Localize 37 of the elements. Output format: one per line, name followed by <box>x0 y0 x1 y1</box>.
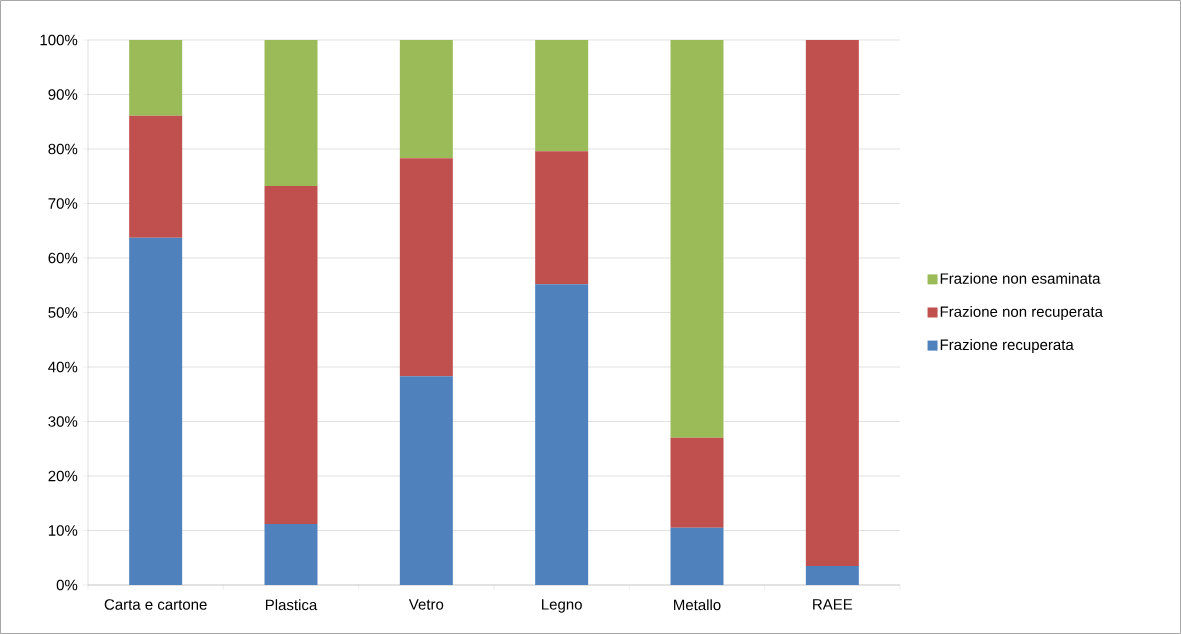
bar <box>129 39 183 116</box>
x-tick-label: Carta e cartone <box>104 599 207 610</box>
bar <box>805 565 859 585</box>
y-tick-label: 30% <box>48 416 78 427</box>
y-tick-label: 100% <box>40 34 78 46</box>
bar <box>264 523 318 585</box>
x-tick-label: Vetro <box>408 599 444 610</box>
legend-label: Frazione recuperata <box>940 339 1074 354</box>
y-tick-label: 20% <box>48 470 78 482</box>
x-tick-label: Plastica <box>265 599 318 611</box>
bar <box>399 158 453 377</box>
y-tick-label: 90% <box>48 89 78 100</box>
y-tick-label: 40% <box>48 361 78 373</box>
bar <box>399 39 453 159</box>
bar <box>129 115 183 238</box>
x-tick-label: RAEE <box>813 599 853 610</box>
bar <box>264 39 318 187</box>
x-tick-label: Legno <box>542 599 582 613</box>
y-tick-label: 50% <box>48 307 78 318</box>
bar <box>670 39 724 438</box>
bar <box>535 284 589 585</box>
legend-label: Frazione non esaminata <box>940 272 1101 284</box>
bar <box>535 39 589 152</box>
bar <box>129 237 183 585</box>
legend-label: Frazione non recuperata <box>940 305 1103 320</box>
y-tick-label: 10% <box>48 525 78 536</box>
y-tick-label: 0% <box>56 579 78 591</box>
bar <box>264 186 318 524</box>
bar <box>399 376 453 585</box>
y-tick-label: 70% <box>48 198 78 209</box>
bar <box>670 437 724 528</box>
bar <box>805 39 859 566</box>
bar <box>535 151 589 285</box>
x-tick-label: Metallo <box>674 599 721 611</box>
y-tick-label: 80% <box>48 143 78 155</box>
y-tick-label: 60% <box>48 252 78 264</box>
bar <box>670 527 724 585</box>
